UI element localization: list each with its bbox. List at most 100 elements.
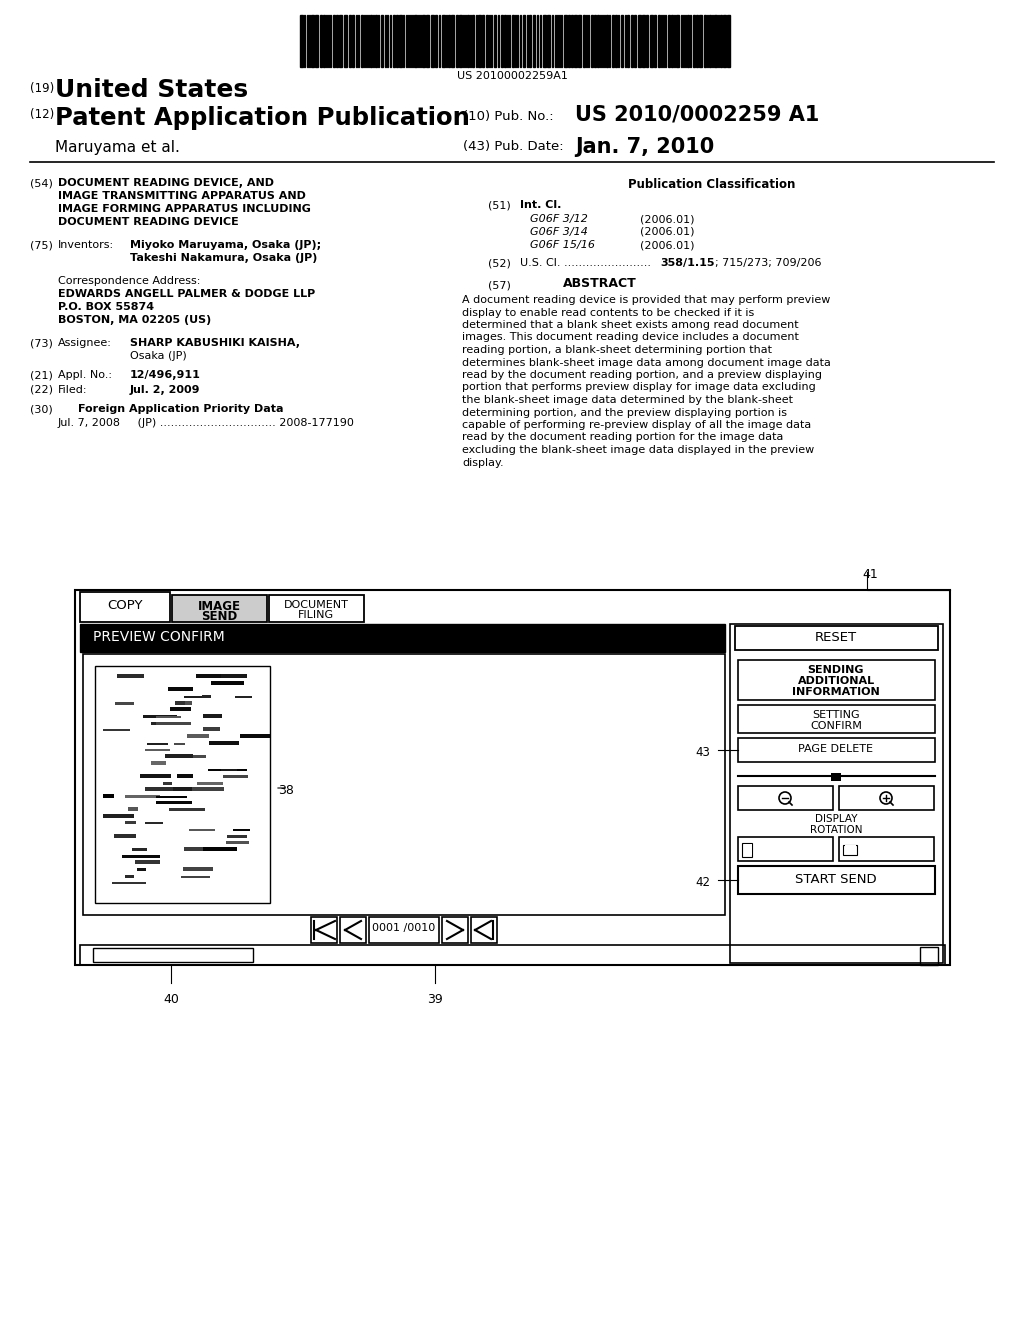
Text: Filed:: Filed: (58, 385, 87, 395)
Text: Int. Cl.: Int. Cl. (520, 201, 561, 210)
Text: reading portion, a blank-sheet determining portion that: reading portion, a blank-sheet determini… (462, 345, 772, 355)
Bar (177, 774, 193, 777)
Bar (654, 15, 656, 67)
Bar (744, 843, 752, 855)
Text: DOCUMENT: DOCUMENT (284, 601, 348, 610)
Text: COPY: COPY (108, 599, 142, 612)
Bar (650, 15, 653, 67)
Text: PREVIEW CONFIRM: PREVIEW CONFIRM (93, 630, 224, 644)
Bar (208, 770, 247, 771)
Text: ; 715/273; 709/206: ; 715/273; 709/206 (715, 257, 821, 268)
Text: determined that a blank sheet exists among read document: determined that a blank sheet exists amo… (462, 319, 799, 330)
Bar (137, 869, 146, 871)
Bar (93, 948, 253, 962)
Text: (54): (54) (30, 178, 53, 187)
Text: G06F 15/16: G06F 15/16 (530, 240, 595, 249)
Bar (209, 675, 247, 678)
Text: capable of performing re-preview display of all the image data: capable of performing re-preview display… (462, 420, 811, 430)
Text: (2006.01): (2006.01) (640, 240, 694, 249)
Bar (705, 15, 706, 67)
Bar (269, 595, 364, 622)
Text: (30): (30) (30, 404, 53, 414)
Bar (612, 15, 614, 67)
Bar (344, 15, 347, 67)
Bar (125, 795, 160, 797)
Bar (145, 787, 178, 791)
Bar (135, 861, 160, 865)
Text: 358/1.15: 358/1.15 (660, 257, 715, 268)
Bar (472, 15, 474, 67)
Bar (543, 15, 546, 67)
Text: determines blank-sheet image data among document image data: determines blank-sheet image data among … (462, 358, 830, 367)
Text: (52): (52) (488, 257, 511, 268)
Bar (843, 845, 857, 855)
Bar (730, 624, 943, 964)
Bar (75, 590, 950, 965)
Text: (51): (51) (488, 201, 511, 210)
Bar (482, 15, 484, 67)
Bar (471, 917, 497, 942)
Text: 38: 38 (278, 784, 294, 797)
Bar (564, 15, 567, 67)
Bar (227, 834, 247, 838)
Text: 39: 39 (427, 993, 442, 1006)
Bar (151, 760, 166, 764)
Text: EDWARDS ANGELL PALMER & DODGE LLP: EDWARDS ANGELL PALMER & DODGE LLP (58, 289, 315, 300)
Text: IMAGE FORMING APPARATUS INCLUDING: IMAGE FORMING APPARATUS INCLUDING (58, 205, 311, 214)
Bar (339, 15, 342, 67)
Bar (140, 774, 171, 777)
Bar (478, 15, 481, 67)
Bar (723, 15, 726, 67)
Text: (22): (22) (30, 385, 53, 395)
Text: RESET: RESET (815, 631, 857, 644)
Text: DISPLAY: DISPLAY (815, 814, 857, 824)
Text: (21): (21) (30, 370, 53, 380)
Bar (184, 847, 203, 851)
Bar (668, 15, 670, 67)
Bar (187, 734, 209, 738)
Bar (103, 793, 114, 797)
Bar (203, 727, 220, 731)
Bar (634, 15, 636, 67)
Text: ABSTRACT: ABSTRACT (563, 277, 637, 290)
Text: Publication Classification: Publication Classification (629, 178, 796, 191)
Bar (839, 837, 934, 861)
Text: G06F 3/14: G06F 3/14 (530, 227, 588, 238)
Bar (234, 696, 252, 698)
Bar (727, 15, 730, 67)
Bar (606, 15, 608, 67)
Bar (578, 15, 581, 67)
Bar (738, 837, 833, 861)
Text: (10) Pub. No.:: (10) Pub. No.: (463, 110, 554, 123)
Bar (143, 715, 177, 718)
Bar (696, 15, 698, 67)
Text: SHARP KABUSHIKI KAISHA,: SHARP KABUSHIKI KAISHA, (130, 338, 300, 348)
Text: the blank-sheet image data determined by the blank-sheet: the blank-sheet image data determined by… (462, 395, 793, 405)
Text: Jul. 2, 2009: Jul. 2, 2009 (130, 385, 201, 395)
Text: START SEND: START SEND (796, 873, 877, 886)
Text: PAGE DELETE: PAGE DELETE (799, 744, 873, 754)
Bar (103, 729, 130, 731)
Bar (720, 15, 722, 67)
Text: (73): (73) (30, 338, 53, 348)
Text: (43) Pub. Date:: (43) Pub. Date: (463, 140, 563, 153)
Bar (361, 15, 362, 67)
Bar (422, 15, 425, 67)
Text: Inventors:: Inventors: (58, 240, 114, 249)
Bar (125, 875, 134, 878)
Bar (80, 624, 725, 652)
Bar (504, 15, 506, 67)
Text: read by the document reading portion, and a preview displaying: read by the document reading portion, an… (462, 370, 822, 380)
Bar (370, 15, 372, 67)
Bar (209, 741, 239, 744)
Text: Jan. 7, 2010: Jan. 7, 2010 (575, 137, 715, 157)
Bar (574, 15, 577, 67)
Text: Correspondence Address:: Correspondence Address: (58, 276, 201, 286)
Text: Foreign Application Priority Data: Foreign Application Priority Data (78, 404, 284, 414)
Text: SETTING: SETTING (812, 710, 860, 719)
Text: BOSTON, MA 02205 (US): BOSTON, MA 02205 (US) (58, 315, 211, 325)
Bar (494, 15, 496, 67)
Bar (591, 15, 593, 67)
Bar (132, 847, 147, 851)
Bar (352, 15, 354, 67)
